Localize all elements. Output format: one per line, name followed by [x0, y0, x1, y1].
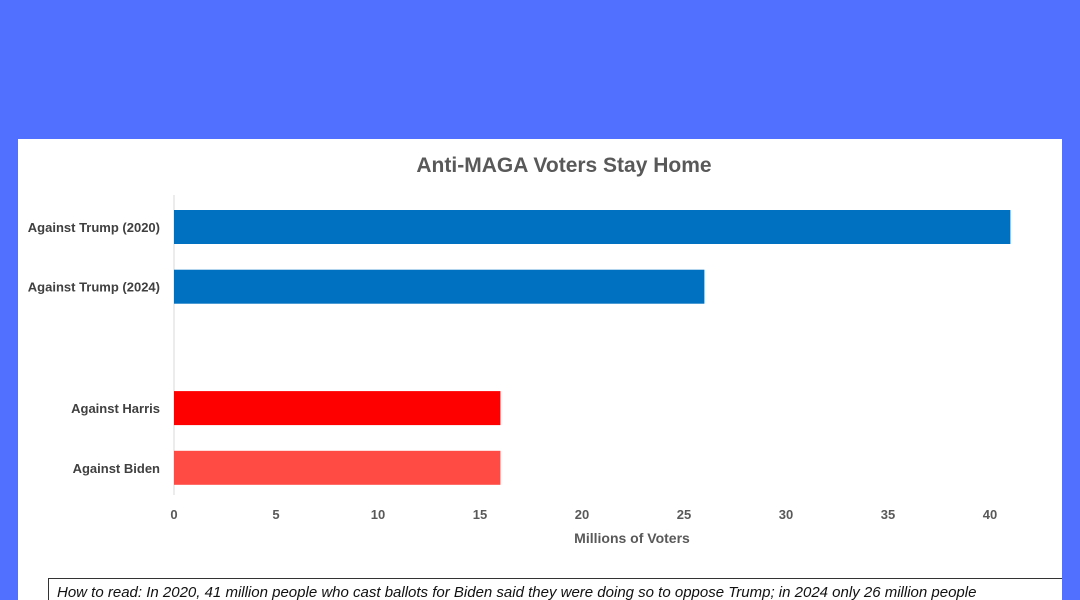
bar [174, 450, 501, 485]
category-label: Against Harris [71, 401, 160, 416]
x-axis-title: Millions of Voters [574, 530, 690, 546]
x-tick-label: 25 [677, 507, 691, 522]
category-label: Against Trump (2020) [28, 220, 160, 235]
bar-chart: Against Trump (2020) Against Trump (2024)… [28, 195, 1011, 546]
x-tick-label: 5 [272, 507, 279, 522]
bar [174, 269, 705, 304]
how-to-read-note: How to read: In 2020, 41 million people … [48, 578, 1062, 600]
x-tick-label: 30 [779, 507, 793, 522]
category-label: Against Biden [73, 461, 160, 476]
x-tick-label: 20 [575, 507, 589, 522]
x-tick-label: 0 [170, 507, 177, 522]
x-tick-label: 40 [983, 507, 997, 522]
chart-panel: Anti-MAGA Voters Stay Home Against Trump… [18, 139, 1062, 600]
chart-title: Anti-MAGA Voters Stay Home [416, 154, 712, 177]
bar [174, 391, 501, 426]
x-tick-label: 10 [371, 507, 385, 522]
bar [174, 210, 1011, 244]
category-label: Against Trump (2024) [28, 280, 160, 295]
x-tick-label: 15 [473, 507, 487, 522]
x-tick-label: 35 [881, 507, 895, 522]
